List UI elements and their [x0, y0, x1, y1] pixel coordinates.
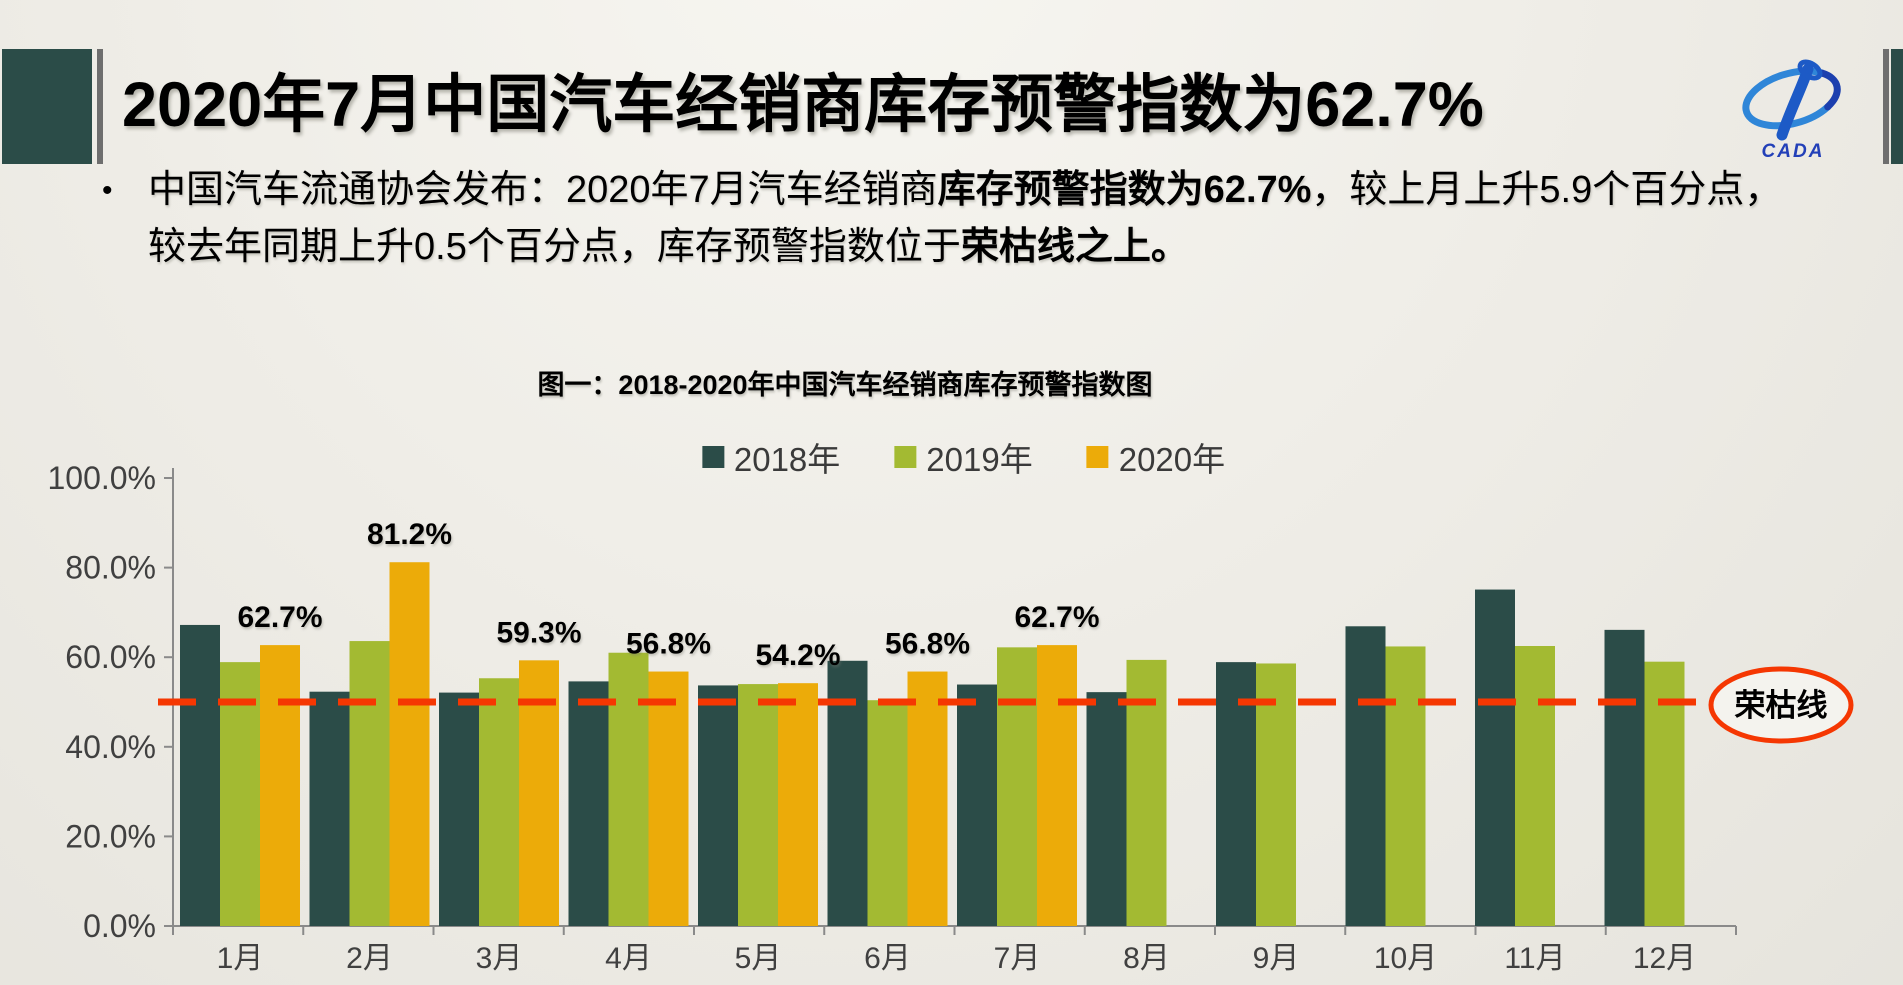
data-label-2020-6月: 56.8% [885, 628, 970, 661]
bar-2020年-1月 [260, 645, 300, 926]
title-accent-bar-left [97, 49, 103, 164]
legend-swatch-icon [894, 446, 917, 468]
bar-2019年-2月 [349, 641, 390, 926]
bar-2018年-8月 [1086, 692, 1127, 926]
x-axis-label: 8月 [1123, 942, 1170, 975]
bar-2018年-2月 [309, 691, 350, 926]
y-axis-label: 0.0% [83, 908, 156, 944]
y-axis-label: 100.0% [47, 460, 156, 496]
summary-bullet: • 中国汽车流通协会发布：2020年7月汽车经销商库存预警指数为62.7%，较上… [102, 162, 1878, 276]
legend-label: 2018年 [733, 441, 841, 478]
bar-2019年-7月 [997, 647, 1037, 926]
x-axis-label: 4月 [605, 942, 652, 975]
bar-2018年-7月 [957, 684, 997, 926]
title-accent-square-left [2, 49, 92, 164]
x-axis-label: 6月 [864, 942, 911, 975]
y-axis-label: 40.0% [65, 729, 156, 765]
bar-2019年-3月 [479, 678, 519, 926]
bar-2020年-2月 [389, 562, 430, 926]
bar-2019年-4月 [608, 652, 649, 926]
bar-2018年-10月 [1345, 626, 1386, 926]
bar-2018年-5月 [698, 685, 738, 926]
cada-logo-swoosh-icon [1742, 59, 1841, 141]
bar-2019年-9月 [1256, 663, 1296, 926]
bar-2019年-10月 [1385, 646, 1426, 926]
bar-2019年-11月 [1515, 646, 1555, 926]
bar-2019年-5月 [738, 684, 778, 926]
x-axis-label: 12月 [1633, 942, 1696, 975]
slide-title: 2020年7月中国汽车经销商库存预警指数为62.7% [122, 70, 1484, 140]
bar-2018年-12月 [1604, 629, 1645, 926]
data-label-2020-1月: 62.7% [237, 601, 322, 634]
x-axis-label: 11月 [1504, 942, 1565, 975]
summary-text-bold-segment: 荣枯线之上。 [960, 226, 1189, 268]
bar-2018年-4月 [568, 681, 609, 926]
bar-2019年-6月 [867, 700, 908, 926]
bar-2020年-5月 [778, 683, 818, 926]
y-axis-label: 80.0% [65, 550, 156, 586]
cada-logo: CADA [1742, 59, 1841, 161]
bar-2019年-12月 [1644, 661, 1685, 926]
legend-label: 2020年 [1118, 441, 1226, 478]
reference-line-callout [1708, 666, 1854, 744]
x-axis-label: 7月 [994, 942, 1041, 975]
bar-2018年-1月 [180, 624, 220, 926]
reference-line-label: 荣枯线 [1735, 688, 1828, 723]
title-accent-bar-right [1883, 49, 1889, 164]
legend-item-2019年: 2019年 [894, 433, 1033, 481]
data-label-2020-4月: 56.8% [626, 628, 711, 661]
legend-swatch-icon [701, 446, 724, 468]
y-axis-label: 20.0% [65, 818, 156, 854]
bar-2020年-4月 [648, 671, 689, 926]
bar-2018年-11月 [1475, 589, 1515, 926]
data-label-2020-7月: 62.7% [1014, 601, 1099, 634]
data-label-2020-3月: 59.3% [496, 616, 581, 649]
legend-item-2018年: 2018年 [701, 433, 841, 481]
summary-text: 中国汽车流通协会发布：2020年7月汽车经销商库存预警指数为62.7%，较上月上… [148, 162, 1878, 276]
legend-item-2020年: 2020年 [1086, 433, 1226, 481]
bar-2019年-1月 [220, 662, 260, 926]
x-axis-label: 5月 [735, 942, 782, 975]
x-axis-label: 3月 [476, 942, 523, 975]
summary-text-segment: ，较上月上升5.9个百分点， 较去年同期上升0.5个百分点，库存预警指数位于 [148, 169, 1783, 268]
title-accent-square-right [1891, 49, 1903, 164]
bar-2018年-9月 [1216, 662, 1256, 926]
bar-2020年-6月 [907, 671, 948, 926]
chart-legend: 2018年 2019年 2020年 [701, 433, 1226, 481]
cada-logo-text: CADA [1762, 141, 1825, 161]
legend-label: 2019年 [926, 441, 1033, 478]
chart-title: 图一：2018-2020年中国汽车经销商库存预警指数图 [537, 370, 1153, 400]
data-label-2020-2月: 81.2% [367, 518, 452, 551]
bar-2020年-7月 [1037, 645, 1077, 926]
y-axis-label: 60.0% [65, 639, 156, 675]
x-axis-label: 2月 [346, 942, 393, 975]
x-axis-label: 10月 [1374, 942, 1437, 975]
summary-text-bold-segment: 库存预警指数为62.7% [937, 169, 1312, 211]
bullet-marker: • [102, 174, 113, 207]
legend-swatch-icon [1086, 446, 1109, 468]
bar-2018年-3月 [439, 692, 479, 926]
x-axis-label: 9月 [1253, 942, 1300, 975]
summary-text-segment: 中国汽车流通协会发布：2020年7月汽车经销商 [148, 169, 938, 211]
data-label-2020-5月: 54.2% [755, 639, 840, 672]
x-axis-label: 1月 [217, 942, 264, 975]
